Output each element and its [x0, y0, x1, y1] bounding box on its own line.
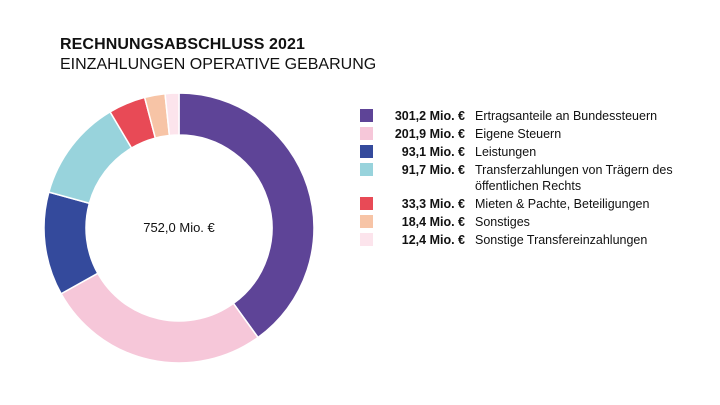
legend-item: 201,9 Mio. € Eigene Steuern: [360, 126, 675, 142]
legend-item: 33,3 Mio. € Mieten & Pachte, Beteiligunge…: [360, 196, 675, 212]
legend-item: 91,7 Mio. € Transferzahlungen von Trägern…: [360, 162, 675, 194]
legend-swatch: [360, 215, 373, 228]
chart-title: RECHNUNGSABSCHLUSS 2021: [60, 36, 306, 53]
legend-label: Leistungen: [475, 145, 537, 159]
legend-swatch: [360, 233, 373, 246]
legend-item: 301,2 Mio. € Ertragsanteile an Bundessteu…: [360, 108, 675, 124]
legend: 301,2 Mio. € Ertragsanteile an Bundessteu…: [360, 108, 675, 250]
legend-value: 301,2 Mio. €: [394, 109, 465, 123]
legend-label: Eigene Steuern: [475, 127, 562, 141]
legend-value: 93,1 Mio. €: [401, 145, 465, 159]
legend-item: 93,1 Mio. € Leistungen: [360, 144, 675, 160]
chart-subtitle: EINZAHLUNGEN OPERATIVE GEBARUNG: [60, 56, 377, 73]
legend-value: 91,7 Mio. €: [401, 163, 465, 177]
legend-value: 33,3 Mio. €: [401, 197, 465, 211]
legend-value: 201,9 Mio. €: [394, 127, 465, 141]
donut-slice: [164, 92, 180, 137]
legend-swatch: [360, 109, 373, 122]
legend-swatch: [360, 163, 373, 176]
legend-item: 18,4 Mio. € Sonstiges: [360, 214, 675, 230]
legend-value: 18,4 Mio. €: [401, 215, 465, 229]
legend-swatch: [360, 145, 373, 158]
legend-swatch: [360, 127, 373, 140]
center-total-label: 752,0 Mio. €: [143, 220, 215, 235]
legend-label: Ertragsanteile an Bundessteuern: [475, 109, 658, 123]
legend-label: Sonstiges: [475, 215, 530, 229]
legend-label: Transferzahlungen von Trägern des öffent…: [475, 163, 673, 193]
legend-value: 12,4 Mio. €: [401, 233, 465, 247]
legend-label: Sonstige Transfereinzahlungen: [475, 233, 648, 247]
legend-item: 12,4 Mio. € Sonstige Transfereinzahlungen: [360, 232, 675, 248]
donut-slice: [178, 92, 315, 339]
donut-slice: [43, 191, 99, 295]
legend-swatch: [360, 197, 373, 210]
donut-slice: [60, 272, 260, 364]
legend-label: Mieten & Pachte, Beteiligungen: [475, 197, 650, 211]
